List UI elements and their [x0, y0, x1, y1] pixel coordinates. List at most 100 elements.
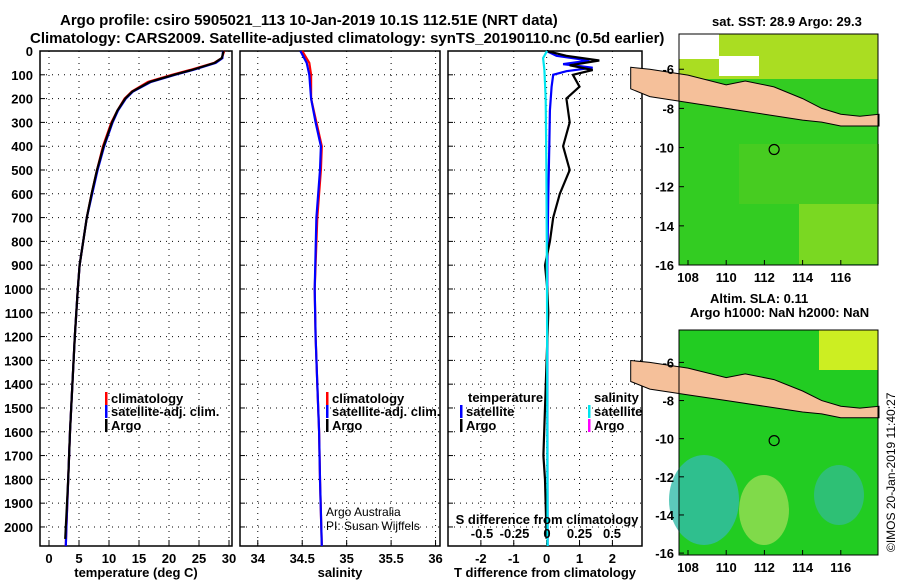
lat-tick-label: -16: [655, 546, 674, 561]
legend-title-salinity: salinity: [594, 390, 640, 405]
series-line-s-satellite: [541, 50, 549, 547]
land-java: [630, 359, 880, 419]
x-tick-label: 36: [428, 551, 442, 566]
lat-tick-label: -14: [655, 219, 675, 234]
x-tick-label: 35.5: [378, 551, 403, 566]
x-axis-label: salinity: [318, 565, 364, 580]
y-tick-label: 200: [11, 92, 33, 107]
legend-s-satellite-swatch: [588, 405, 591, 418]
lon-tick-label: 110: [716, 560, 737, 575]
y-tick-label: 1200: [4, 330, 33, 345]
x-tick-label: -2: [475, 551, 487, 566]
lat-tick-label: -8: [662, 101, 674, 116]
legend-argo: Argo: [332, 418, 362, 433]
legend-climatology: climatology: [332, 391, 405, 406]
legend-t-satellite: satellite: [466, 404, 514, 419]
lat-tick-label: -12: [655, 180, 674, 195]
y-tick-label: 2000: [4, 520, 33, 535]
lat-tick-label: -10: [655, 141, 674, 156]
y-tick-label: 100: [11, 68, 33, 83]
y-tick-label: 300: [11, 115, 33, 130]
y-tick-label: 1500: [4, 401, 33, 416]
y-tick-label: 1100: [5, 306, 33, 321]
sst-map-title: sat. SST: 28.9 Argo: 29.3: [712, 14, 862, 29]
series-line-satellite-adj-clim-: [299, 50, 323, 547]
attribution-line-2: PI: Susan Wijffels: [326, 519, 420, 533]
lon-tick-label: 108: [677, 270, 699, 285]
no-data-patch: [679, 34, 719, 59]
legend-argo-swatch: [105, 419, 108, 432]
x-tick-label: 0: [45, 551, 52, 566]
lon-tick-label: 114: [792, 560, 814, 575]
x2-tick-label: 0: [543, 526, 550, 541]
x-tick-label: 35: [339, 551, 353, 566]
y-tick-label: 700: [11, 211, 33, 226]
x2-tick-label: 0.5: [603, 526, 621, 541]
x-tick-label: 15: [132, 551, 146, 566]
sla-map: [630, 329, 880, 556]
lon-tick-label: 116: [830, 560, 851, 575]
legend-climatology: climatology: [111, 391, 184, 406]
y-tick-label: 0: [26, 44, 33, 59]
lat-tick-label: -6: [662, 355, 674, 370]
legend-s-satellite: satellite: [594, 404, 642, 419]
x-tick-label: 34.5: [290, 551, 315, 566]
y-tick-label: 1700: [4, 449, 33, 464]
legend-title-temperature: temperature: [468, 390, 543, 405]
x-tick-label: 10: [102, 551, 116, 566]
lat-tick-label: -6: [662, 62, 674, 77]
lon-tick-label: 112: [754, 560, 775, 575]
x2-tick-label: 0.25: [567, 526, 592, 541]
y-tick-label: 600: [11, 187, 33, 202]
lon-tick-label: 112: [754, 270, 775, 285]
legend-satellite: satellite-adj. clim.: [111, 404, 219, 419]
sla-map-title-1: Altim. SLA: 0.11: [710, 291, 809, 306]
credit-text: ©IMOS 20-Jan-2019 11:40:27: [884, 392, 898, 552]
panel-frame-2: [239, 50, 441, 547]
legend-argo: Argo: [111, 418, 141, 433]
legend-satellite-swatch: [105, 405, 108, 418]
x-tick-label: -1: [508, 551, 520, 566]
sla-high-patch: [819, 330, 878, 370]
lon-tick-label: 110: [716, 270, 737, 285]
attribution-line-1: Argo Australia: [326, 505, 401, 519]
x-tick-label: 1: [576, 551, 583, 566]
y-tick-label: 500: [11, 163, 33, 178]
series-line-t-argo: [542, 49, 600, 539]
x2-tick-label: -0.25: [500, 526, 530, 541]
y-tick-label: 800: [11, 234, 33, 249]
legend-t-satellite-swatch: [460, 405, 463, 418]
sst-patch: [739, 144, 879, 204]
sst-map: [630, 33, 880, 266]
y-tick-label: 1000: [4, 282, 33, 297]
y-tick-label: 900: [11, 258, 33, 273]
lon-tick-label: 108: [677, 560, 699, 575]
x-tick-label: 34: [251, 551, 266, 566]
y-tick-label: 1800: [4, 472, 33, 487]
x-tick-label: 0: [543, 551, 550, 566]
sla-low-patch: [814, 465, 864, 525]
lat-tick-label: -16: [655, 258, 674, 273]
x-tick-label: 25: [192, 551, 206, 566]
y-tick-label: 1300: [4, 353, 33, 368]
lat-tick-label: -8: [662, 394, 674, 409]
map-frame: [678, 329, 879, 556]
y-tick-label: 1900: [4, 496, 33, 511]
lon-tick-label: 116: [830, 270, 851, 285]
lat-tick-label: -14: [655, 508, 675, 523]
x2-axis-label: S difference from climatology: [456, 512, 640, 527]
legend-satellite: satellite-adj. clim.: [332, 404, 440, 419]
title-line-2: Climatology: CARS2009. Satellite-adjuste…: [30, 30, 665, 47]
x-tick-label: 5: [75, 551, 82, 566]
legend-t-argo: Argo: [466, 418, 496, 433]
y-tick-label: 1600: [4, 425, 33, 440]
lat-tick-label: -10: [655, 432, 674, 447]
sst-patch: [799, 204, 878, 264]
map-frame: [678, 33, 879, 266]
y-tick-label: 400: [11, 139, 33, 154]
x-tick-label: 2: [609, 551, 616, 566]
legend-climatology-swatch: [326, 392, 329, 405]
sla-low-patch: [669, 455, 739, 545]
lat-tick-label: -12: [655, 470, 674, 485]
